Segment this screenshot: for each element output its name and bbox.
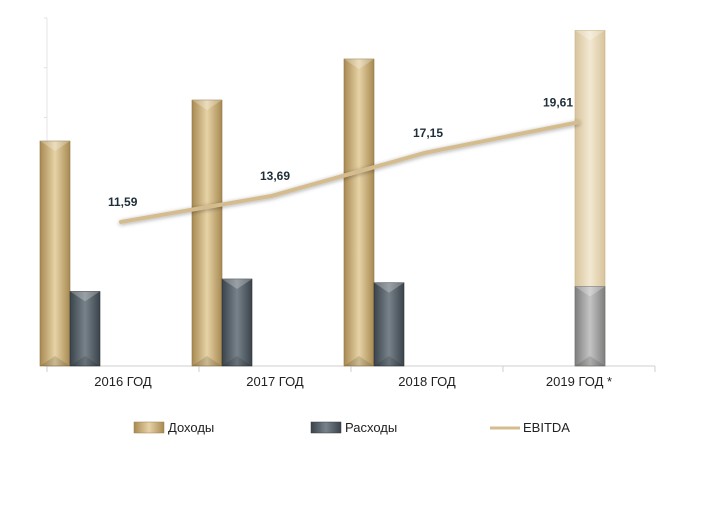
x-axis-tick-labels: 2016 ГОД 2017 ГОД 2018 ГОД 2019 ГОД * xyxy=(94,374,612,389)
expense-bar xyxy=(221,278,253,367)
x-tick-label: 2018 ГОД xyxy=(398,374,456,389)
x-axis-ticks xyxy=(46,366,656,372)
legend: Доходы Расходы EBITDA xyxy=(133,420,570,435)
x-tick-label: 2017 ГОД xyxy=(246,374,304,389)
expense-bar-forecast xyxy=(574,286,606,367)
x-tick-label: 2019 ГОД * xyxy=(546,374,612,389)
legend-label-income: Доходы xyxy=(168,420,214,435)
x-tick-label: 2016 ГОД xyxy=(94,374,152,389)
expense-bar xyxy=(69,291,101,367)
ebitda-data-label: 13,69 xyxy=(260,169,290,183)
ebitda-data-label: 19,61 xyxy=(543,95,573,109)
income-bar xyxy=(39,140,71,367)
legend-label-ebitda: EBITDA xyxy=(523,420,570,435)
income-bar xyxy=(191,99,223,367)
expense-bar xyxy=(373,282,405,367)
ebitda-data-label: 17,15 xyxy=(413,126,443,140)
legend-swatch-expense xyxy=(310,421,342,434)
ebitda-data-labels: 11,59 13,69 17,15 19,61 xyxy=(108,95,573,209)
ebitda-line xyxy=(119,120,580,224)
ebitda-series-line xyxy=(119,120,580,224)
expense-bars xyxy=(69,278,606,367)
legend-label-expense: Расходы xyxy=(345,420,397,435)
income-bar xyxy=(343,58,375,367)
legend-swatch-income xyxy=(133,421,165,434)
income-bars xyxy=(39,30,606,367)
ebitda-data-label: 11,59 xyxy=(108,195,138,209)
